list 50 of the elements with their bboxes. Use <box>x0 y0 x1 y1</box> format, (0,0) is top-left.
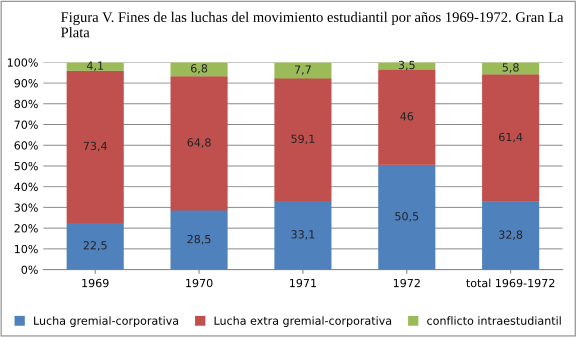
bar <box>170 76 228 211</box>
y-tick-label: 80% <box>14 100 38 108</box>
data-label: 4,1 <box>86 62 104 71</box>
bar <box>66 70 124 223</box>
data-label: 46 <box>400 112 414 120</box>
data-label: 22,5 <box>84 241 107 251</box>
bar <box>378 62 436 70</box>
data-label: 64,8 <box>187 138 211 148</box>
y-tick-label: 20% <box>14 224 38 233</box>
bar <box>274 62 332 79</box>
bar <box>170 210 228 270</box>
y-tick-label: 70% <box>14 120 38 129</box>
data-label: 73,4 <box>84 142 107 152</box>
data-label: 28,5 <box>188 234 210 244</box>
bar <box>482 74 540 202</box>
bar <box>274 201 332 270</box>
y-tick-label: 50% <box>14 162 38 170</box>
x-tick-label: total 1969-1972 <box>466 278 554 288</box>
bar <box>482 62 540 74</box>
bar <box>378 164 436 270</box>
x-tick-label: 1972 <box>394 278 420 288</box>
y-tick-label: 0% <box>22 266 38 274</box>
x-tick-label: 1971 <box>290 278 316 288</box>
data-label: 3,5 <box>398 60 415 70</box>
data-label: 33,1 <box>291 230 314 240</box>
bar <box>274 78 332 201</box>
data-label: 7,7 <box>295 65 311 75</box>
data-label: 59,1 <box>291 134 314 144</box>
data-label: 32,8 <box>499 230 522 240</box>
x-tick-label: 1970 <box>186 278 212 288</box>
y-tick-label: 90% <box>14 79 38 88</box>
data-label: 61,4 <box>499 132 522 142</box>
bar <box>170 62 228 76</box>
data-label: 50,5 <box>395 212 418 222</box>
y-tick-label: 60% <box>14 141 38 150</box>
bar <box>378 70 436 165</box>
bar <box>66 62 124 71</box>
y-tick-label: 40% <box>14 182 38 192</box>
data-label: 6,8 <box>191 64 208 74</box>
bar <box>482 202 540 270</box>
legend-label: conflicto intraestudiantil <box>427 316 561 325</box>
legend-label: Lucha extra gremial-corporativa <box>214 316 392 327</box>
y-tick-label: 100% <box>8 58 38 67</box>
bar <box>66 222 124 270</box>
legend-label: Lucha gremial-corporativa <box>34 316 178 327</box>
data-label: 5,8 <box>502 63 519 73</box>
chart-title: Figura V. Fines de las luchas del movimiento estudiantil por años 1969-1972. Gran La Plata <box>61 12 564 38</box>
y-tick-label: 10% <box>14 244 38 254</box>
y-tick-label: 30% <box>14 203 38 212</box>
x-tick-label: 1969 <box>82 278 109 288</box>
